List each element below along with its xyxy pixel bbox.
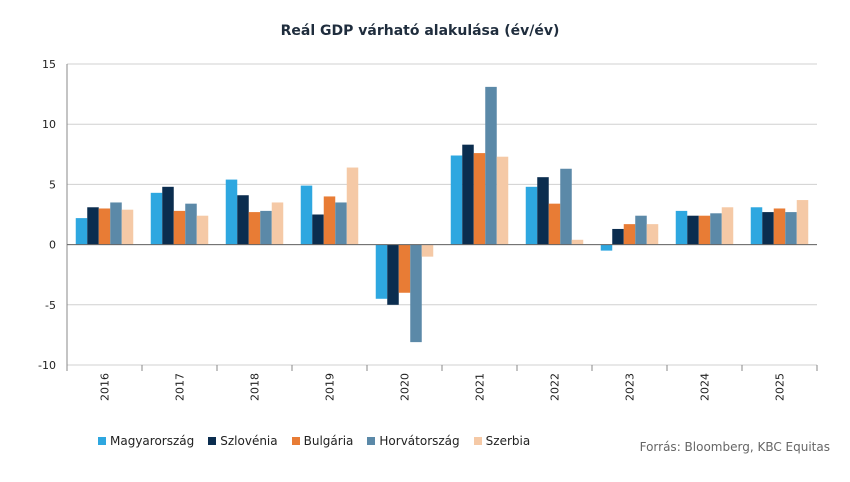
legend-swatch — [473, 437, 482, 445]
legend-item: Magyarország — [98, 434, 194, 448]
bar-szlovénia-2022 — [537, 177, 549, 245]
bar-horvátország-2023 — [635, 215, 647, 245]
legend-item: Horvátország — [367, 434, 460, 448]
bar-szerbia-2023 — [646, 224, 659, 245]
bar-szerbia-2018 — [271, 202, 284, 245]
y-tick-label: -10 — [38, 359, 56, 372]
bar-szerbia-2022 — [571, 239, 584, 245]
y-tick-label: 5 — [49, 178, 56, 191]
bar-szerbia-2016 — [121, 209, 134, 245]
legend-item: Bulgária — [291, 434, 354, 448]
bar-horvátország-2025 — [785, 212, 797, 245]
chart-title: Reál GDP várható alakulása (év/év) — [281, 23, 560, 39]
bar-szlovénia-2017 — [162, 186, 174, 245]
bar-horvátország-2022 — [560, 168, 572, 245]
bar-szerbia-2019 — [346, 167, 359, 245]
legend-label: Bulgária — [303, 434, 354, 448]
bar-bulgária-2022 — [548, 203, 561, 245]
bar-szlovénia-2025 — [762, 212, 774, 245]
bar-magyarország-2024 — [675, 210, 688, 245]
bar-magyarország-2017 — [150, 192, 163, 245]
legend-item: Szlovénia — [208, 434, 278, 448]
bar-magyarország-2021 — [450, 155, 463, 245]
bar-bulgária-2023 — [623, 224, 636, 245]
bar-bulgária-2024 — [698, 215, 711, 245]
bar-szerbia-2020 — [421, 244, 434, 257]
x-tick-label: 2024 — [699, 373, 712, 401]
bar-bulgária-2016 — [98, 208, 111, 245]
bar-szlovénia-2020 — [387, 244, 399, 305]
bars — [75, 86, 809, 343]
source-note: Forrás: Bloomberg, KBC Equitas — [639, 440, 830, 454]
x-tick-label: 2022 — [549, 373, 562, 401]
bar-szlovénia-2021 — [462, 144, 474, 245]
bar-szlovénia-2018 — [237, 195, 249, 245]
bar-magyarország-2025 — [750, 207, 763, 245]
bar-szlovénia-2019 — [312, 214, 324, 245]
bar-bulgária-2021 — [473, 153, 486, 245]
legend-label: Szerbia — [485, 434, 531, 448]
x-tick-label: 2016 — [99, 373, 112, 401]
bar-horvátország-2016 — [110, 202, 122, 245]
bar-magyarország-2023 — [600, 244, 613, 251]
x-tick-label: 2020 — [399, 373, 412, 401]
bar-bulgária-2018 — [248, 212, 261, 245]
bar-szerbia-2025 — [796, 200, 809, 245]
bar-horvátország-2020 — [410, 244, 422, 343]
bar-bulgária-2017 — [173, 210, 186, 245]
bar-szlovénia-2023 — [612, 228, 624, 245]
x-tick-label: 2025 — [774, 373, 787, 401]
x-tick-label: 2019 — [324, 373, 337, 401]
y-tick-label: 15 — [42, 58, 56, 71]
legend-label: Szlovénia — [220, 434, 278, 448]
x-tick-label: 2018 — [249, 373, 262, 401]
legend-label: Magyarország — [110, 434, 195, 448]
bar-bulgária-2025 — [773, 208, 786, 245]
bar-horvátország-2024 — [710, 213, 722, 245]
legend-swatch — [367, 437, 376, 445]
bar-magyarország-2022 — [525, 186, 538, 245]
bar-horvátország-2017 — [185, 203, 197, 245]
bar-horvátország-2021 — [485, 86, 497, 245]
bar-szerbia-2021 — [496, 156, 509, 245]
x-axis: 2016 2017 2018 2019 2020 2021 2022 2023 2024 2025 — [66, 244, 818, 401]
bar-magyarország-2018 — [225, 179, 238, 245]
bar-magyarország-2019 — [300, 185, 313, 245]
y-tick-label: 0 — [49, 239, 56, 252]
bar-horvátország-2018 — [260, 210, 272, 245]
bar-magyarország-2020 — [375, 244, 388, 299]
bar-magyarország-2016 — [75, 218, 88, 245]
bar-szerbia-2017 — [196, 215, 209, 245]
y-tick-label: -5 — [45, 299, 56, 312]
y-tick-label: 10 — [42, 118, 56, 131]
legend-swatch — [208, 437, 217, 445]
legend-label: Horvátország — [379, 434, 460, 448]
legend-swatch — [291, 437, 300, 445]
legend-item: Szerbia — [473, 434, 531, 448]
bar-szerbia-2024 — [721, 207, 734, 245]
bar-bulgária-2020 — [398, 244, 411, 293]
bar-szlovénia-2024 — [687, 215, 699, 245]
bar-horvátország-2019 — [335, 202, 347, 245]
x-tick-label: 2021 — [474, 373, 487, 401]
x-tick-label: 2023 — [624, 373, 637, 401]
x-tick-label: 2017 — [174, 373, 187, 401]
bar-bulgária-2019 — [323, 196, 336, 245]
y-axis: -10 -5 0 5 10 15 — [38, 58, 68, 372]
legend-swatch — [98, 437, 106, 445]
legend: Magyarország Szlovénia Bulgária Horvátorszá… — [98, 434, 530, 448]
bar-szlovénia-2016 — [87, 207, 99, 245]
